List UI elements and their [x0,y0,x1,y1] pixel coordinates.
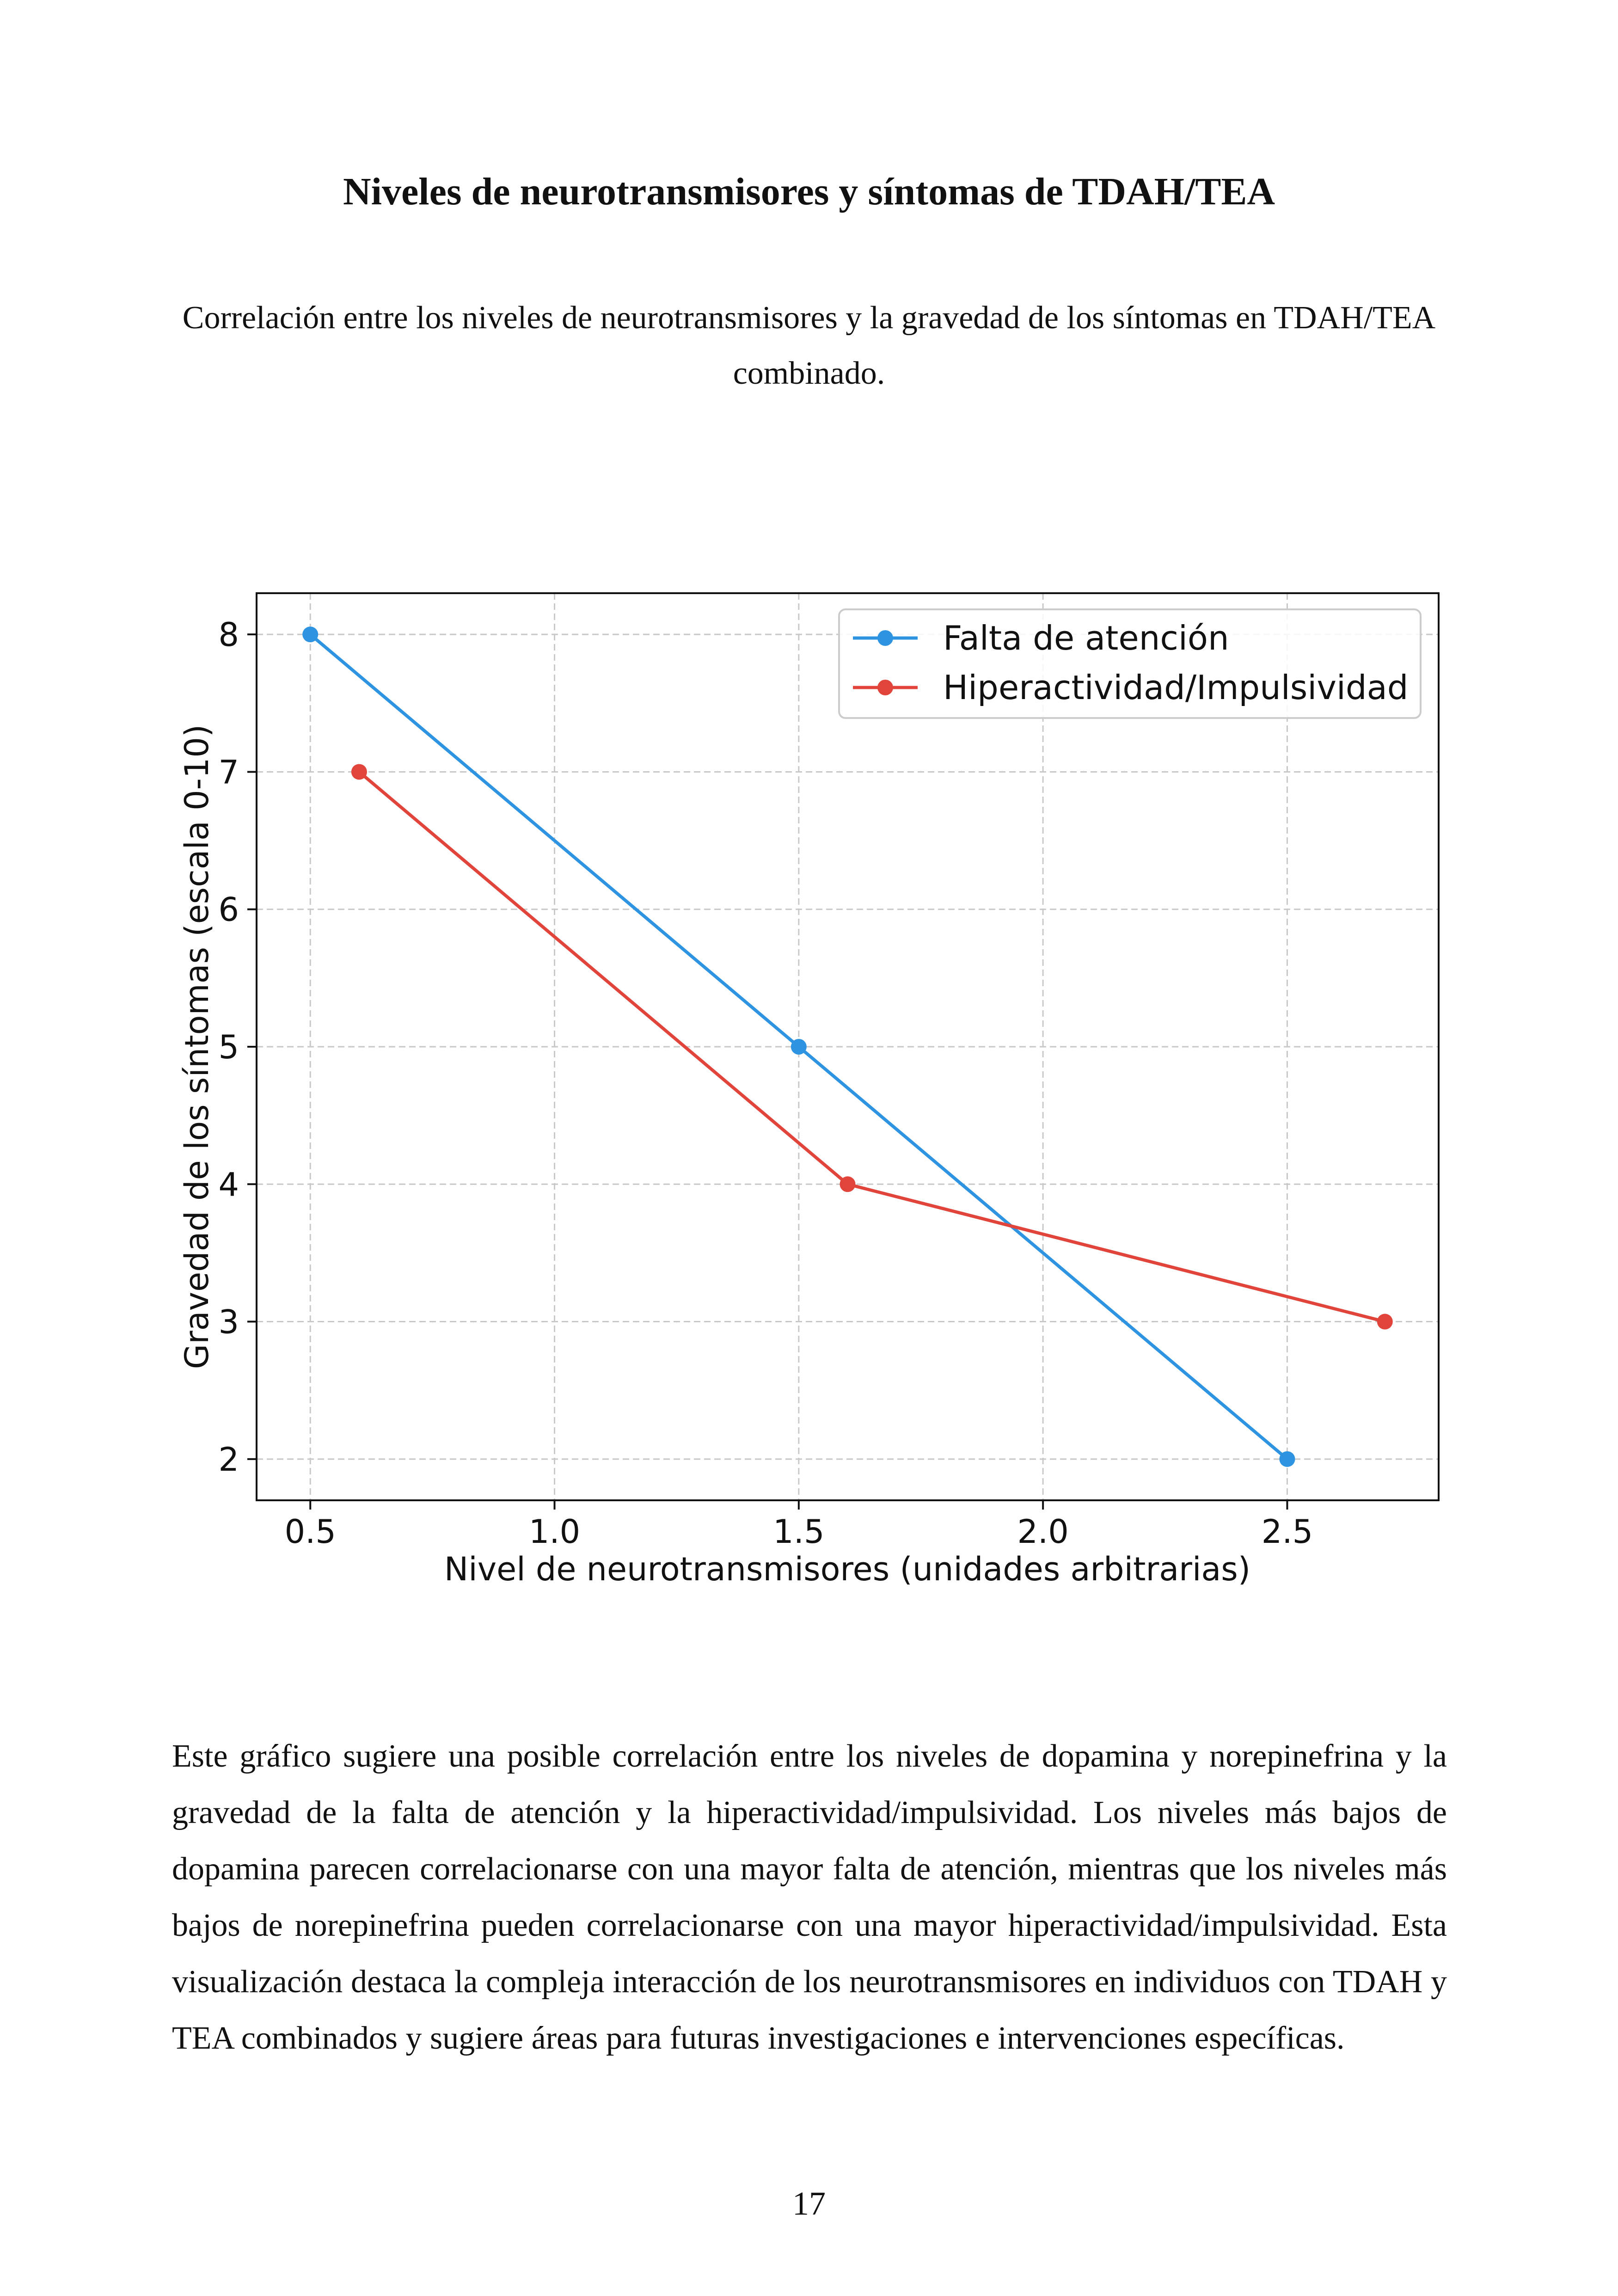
x-tick-label: 2.5 [1262,1513,1313,1551]
legend-marker [877,630,893,646]
legend-marker [877,680,893,695]
y-tick-label: 3 [218,1303,239,1341]
body-paragraph: Este gráfico sugiere una posible correla… [172,1738,1447,2056]
y-tick-label: 6 [218,891,239,929]
y-tick-label: 2 [218,1441,239,1479]
data-point [840,1176,856,1192]
data-point [791,1039,807,1055]
legend-label: Hiperactividad/Impulsividad [943,668,1408,707]
y-tick-label: 5 [218,1028,239,1066]
x-tick-label: 0.5 [285,1513,336,1551]
x-axis-label: Nivel de neurotransmisores (unidades arb… [444,1550,1250,1588]
data-point [351,764,367,780]
page-number: 17 [792,2185,826,2222]
legend-label: Falta de atención [943,619,1229,657]
x-tick-label: 1.5 [773,1513,824,1551]
series-line-2 [358,770,1385,1323]
plot-frame [256,592,1440,1501]
ticks: 0.5 1.0 1.5 2.0 2.5 2 3 4 5 6 7 8 [218,616,1313,1551]
figure-caption: Correlación entre los niveles de neurotr… [182,300,1436,391]
data-point [1279,1451,1295,1467]
x-tick-label: 2.0 [1017,1513,1068,1551]
y-axis-label: Gravedad de los síntomas (escala 0-10) [178,724,216,1369]
page-title: Niveles de neurotransmisores y síntomas … [343,170,1275,213]
x-tick-label: 1.0 [529,1513,580,1551]
grid [257,593,1439,1500]
y-tick-label: 4 [218,1166,239,1203]
data-point [1377,1314,1393,1330]
series [302,626,1393,1467]
y-tick-label: 7 [218,753,239,791]
legend: Falta de atención Hiperactividad/Impulsiv… [838,608,1422,719]
series-line-1 [309,633,1288,1461]
data-point [302,626,319,643]
legend-box [838,608,1422,719]
y-tick-label: 8 [218,616,239,654]
